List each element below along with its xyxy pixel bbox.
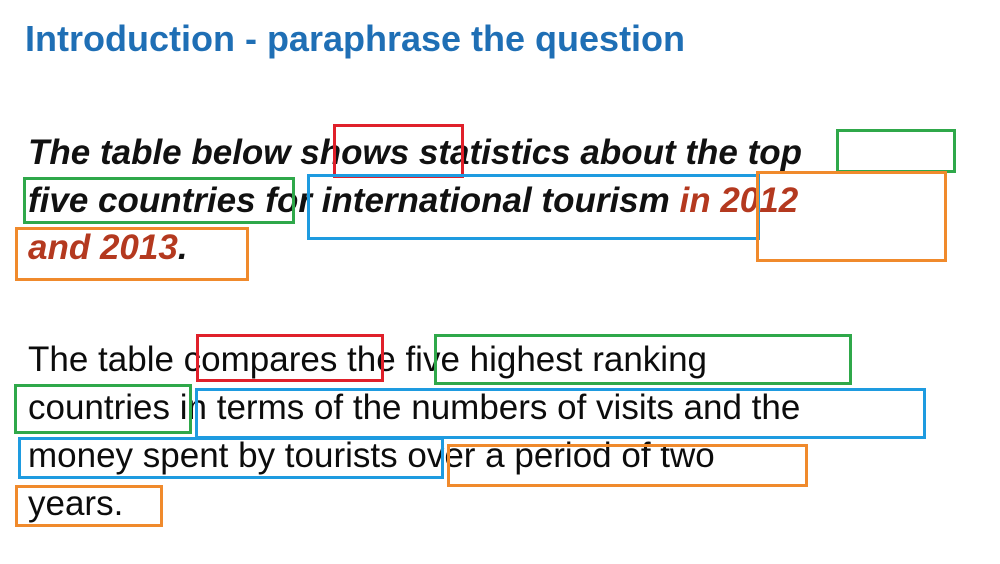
subject-highlight-box [23, 177, 295, 224]
question-subject: top [747, 133, 803, 172]
subject-highlight-box [14, 384, 192, 434]
answer-subject: countries [28, 388, 171, 427]
question-time: in 2012 [679, 181, 799, 220]
question-line-1: The table below shows statistics about t… [28, 133, 802, 173]
question-text: statistics about the [409, 133, 748, 172]
question-subject: five countries [28, 181, 256, 220]
subject-highlight-box [836, 129, 956, 173]
topic-highlight-box [18, 437, 444, 479]
topic-highlight-box [307, 174, 760, 240]
answer-text: the [337, 340, 406, 379]
verb-highlight-box [333, 124, 464, 178]
answer-subject: five highest ranking [405, 340, 708, 379]
answer-line-4: years. [28, 484, 123, 524]
answer-line-3: money spent by tourists over a period of… [28, 436, 715, 476]
time-highlight-box [447, 444, 808, 487]
question-verb: shows [300, 133, 410, 172]
subject-highlight-box [434, 334, 852, 385]
question-topic: for international tourism [255, 181, 680, 220]
answer-line-1: The table compares the five highest rank… [28, 340, 707, 380]
answer-topic: in terms of the numbers of visits and th… [170, 388, 801, 427]
page-title: Introduction - paraphrase the question [25, 18, 686, 59]
time-highlight-box [15, 227, 249, 281]
question-line-2: five countries for international tourism… [28, 181, 798, 221]
question-line-3: and 2013. [28, 228, 188, 268]
answer-time: years. [28, 484, 124, 523]
answer-text: The table [28, 340, 184, 379]
answer-verb: compares [183, 340, 338, 379]
time-highlight-box [15, 485, 163, 527]
verb-highlight-box [196, 334, 384, 382]
question-time: and 2013 [28, 228, 178, 267]
question-text: The table below [28, 133, 301, 172]
question-period: . [177, 228, 188, 267]
time-highlight-box [756, 171, 947, 262]
topic-highlight-box [195, 388, 926, 439]
answer-line-2: countries in terms of the numbers of vis… [28, 388, 800, 428]
answer-time: over a period of two [397, 436, 715, 475]
answer-topic: money spent by tourists [28, 436, 398, 475]
